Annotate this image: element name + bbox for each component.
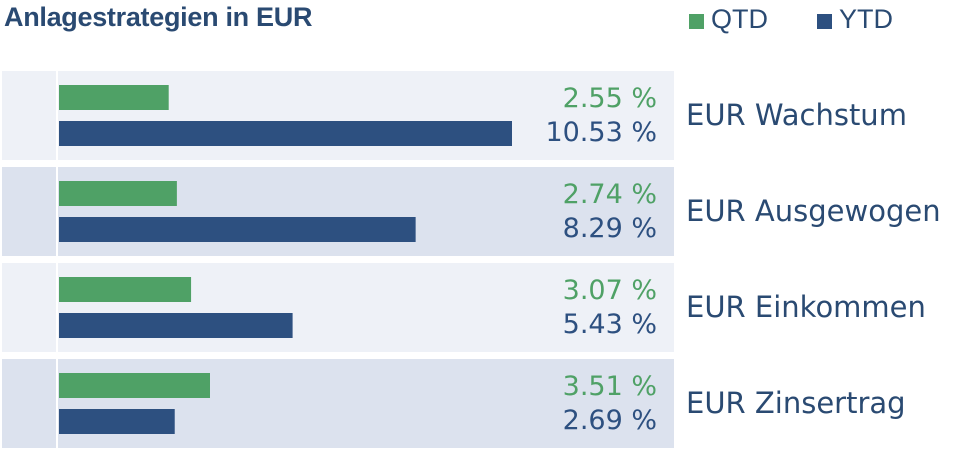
ytd-bar <box>59 121 512 146</box>
category-label: EUR Wachstum <box>686 98 907 132</box>
ytd-bar <box>59 313 293 338</box>
legend-swatch-qtd <box>689 14 704 29</box>
legend-label-qtd: QTD <box>711 4 768 34</box>
qtd-bar <box>59 373 210 398</box>
legend-swatch-ytd <box>817 14 832 29</box>
qtd-value-label: 2.74 % <box>563 179 657 210</box>
ytd-bar <box>59 409 175 434</box>
qtd-value-label: 3.51 % <box>563 371 657 402</box>
legend-label-ytd: YTD <box>839 4 893 34</box>
qtd-bar <box>59 181 177 206</box>
chart-title: Anlagestrategien in EUR <box>4 2 313 32</box>
category-label: EUR Einkommen <box>686 290 926 324</box>
legend-item-qtd: QTD <box>689 4 768 35</box>
legend-item-ytd: YTD <box>817 4 893 35</box>
ytd-value-label: 10.53 % <box>545 117 657 148</box>
ytd-value-label: 8.29 % <box>563 213 657 244</box>
ytd-bar <box>59 217 416 242</box>
ytd-value-label: 5.43 % <box>563 309 657 340</box>
category-label: EUR Zinsertrag <box>686 386 906 420</box>
qtd-bar <box>59 85 169 110</box>
category-label: EUR Ausgewogen <box>686 194 941 228</box>
qtd-value-label: 3.07 % <box>563 275 657 306</box>
qtd-bar <box>59 277 192 302</box>
qtd-value-label: 2.55 % <box>563 83 657 114</box>
ytd-value-label: 2.69 % <box>563 405 657 436</box>
